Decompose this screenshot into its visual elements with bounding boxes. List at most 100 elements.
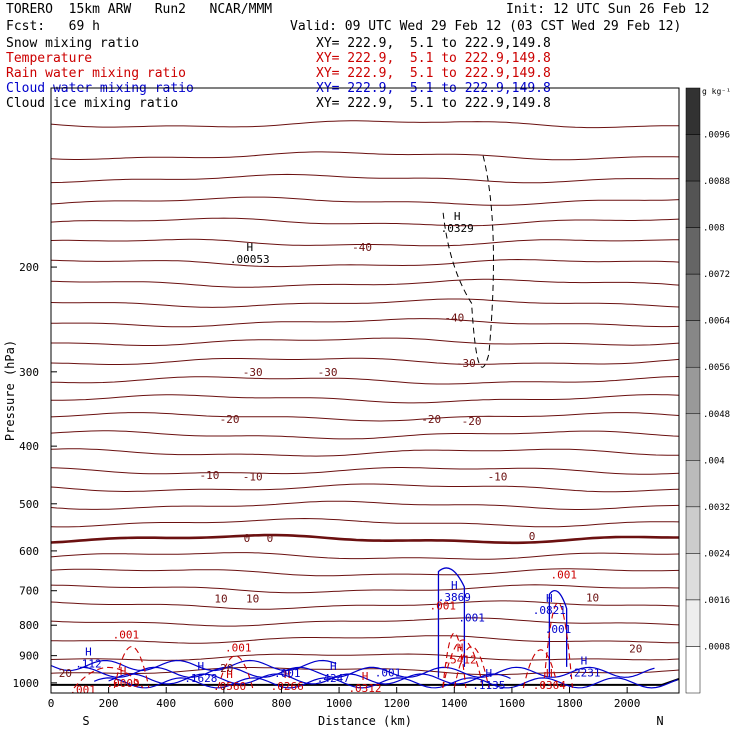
extremum-value: .2231	[567, 666, 600, 679]
colorbar-cell	[685, 553, 701, 601]
rain-water-line	[522, 649, 559, 689]
extremum-mark: H	[362, 670, 369, 683]
colorbar-cell	[685, 599, 701, 647]
extremum-mark: H	[546, 667, 553, 680]
cloud-water-line	[50, 659, 337, 672]
legend-name-4: Cloud ice mixing ratio	[6, 96, 179, 111]
temperature-label: -20	[421, 413, 441, 426]
y-tick-label: 700	[19, 585, 39, 598]
extremum-mark: H	[226, 668, 233, 681]
isotherm-line	[50, 552, 680, 560]
isotherm-line	[50, 376, 680, 385]
isotherm-line	[50, 430, 680, 440]
x-tick-label: 1600	[499, 697, 526, 710]
header-title: TORERO 15km ARW Run2 NCAR/MMM	[6, 2, 273, 17]
y-tick-label: 300	[19, 366, 39, 379]
extremum-value: .001	[225, 641, 252, 654]
colorbar-label: .0016	[703, 596, 730, 606]
y-tick-label: 200	[19, 261, 39, 274]
colorbar-label: .0008	[703, 642, 730, 652]
colorbar-cell	[685, 413, 701, 461]
extremum-value: .0560	[213, 680, 246, 693]
temperature-label: -10	[243, 471, 263, 484]
colorbar-label: .0032	[703, 503, 730, 513]
isotherm-line	[50, 357, 680, 365]
isotherm-line	[50, 258, 680, 268]
isotherm-line	[51, 318, 680, 328]
isotherm-line	[50, 635, 679, 644]
colorbar-label: .0056	[703, 363, 730, 373]
cloud-water-line	[93, 677, 678, 689]
temperature-label: 20	[59, 667, 72, 680]
extremum-value: .4247	[317, 672, 350, 685]
colorbar-label: .0064	[703, 317, 730, 327]
north-label: N	[656, 714, 663, 728]
temperature-label: 0	[529, 530, 536, 543]
colorbar-cell	[685, 506, 701, 554]
colorbar-cell	[685, 134, 701, 182]
temperature-label: 0	[244, 532, 251, 545]
extremum-value: .001	[551, 569, 578, 582]
south-label: S	[82, 714, 89, 728]
isotherm-line	[50, 584, 680, 594]
temperature-label: -40	[352, 241, 372, 254]
x-tick-label: 800	[272, 697, 292, 710]
extremum-value: .001	[274, 667, 301, 680]
isotherm-line	[50, 173, 680, 184]
temperature-label: 20	[220, 662, 233, 675]
isotherm-line	[50, 196, 680, 206]
colorbar-label: .0088	[703, 177, 730, 187]
extremum-value: .0329	[441, 222, 474, 235]
extremum-value: .0009	[106, 677, 139, 690]
isotherm-line	[50, 500, 680, 510]
colorbar-label: .008	[703, 224, 725, 234]
legend-xy-2: XY= 222.9, 5.1 to 222.9,149.8	[316, 66, 551, 81]
x-tick-label: 200	[99, 697, 119, 710]
temperature-label: -20	[220, 413, 240, 426]
legend-xy-1: XY= 222.9, 5.1 to 222.9,149.8	[316, 51, 551, 66]
y-axis-label: Pressure (hPa)	[3, 340, 17, 441]
isotherm-line	[50, 412, 680, 422]
temperature-label: -30	[318, 366, 338, 379]
y-tick-label: 500	[19, 498, 39, 511]
extremum-mark: H	[486, 667, 493, 680]
extremum-value: .00053	[230, 253, 270, 266]
colorbar-cell	[685, 87, 701, 135]
isotherm-line	[50, 298, 680, 308]
rain-water-line	[442, 639, 484, 689]
extremum-value: .0312	[348, 682, 381, 695]
isotherm-line	[50, 653, 680, 661]
legend-name-2: Rain water mixing ratio	[6, 66, 187, 81]
extremum-mark: H	[284, 668, 291, 681]
isotherm-line	[50, 533, 679, 545]
cloud-water-line	[79, 666, 655, 678]
temperature-label: 10	[246, 593, 259, 606]
extremum-value: .001	[458, 611, 485, 624]
extremum-mark: H	[197, 660, 204, 673]
header-valid: Valid: 09 UTC Wed 29 Feb 12 (03 CST Wed …	[290, 19, 682, 34]
x-tick-label: 1800	[556, 697, 583, 710]
legend-name-1: Temperature	[6, 51, 93, 66]
temperature-label: -40	[444, 311, 464, 324]
colorbar-cell	[685, 366, 701, 415]
isotherm-line	[50, 217, 680, 227]
colorbar-unit: g kg⁻¹	[702, 87, 731, 96]
header-init: Init: 12 UTC Sun 26 Feb 12	[506, 2, 710, 17]
isotherm-line	[50, 467, 680, 475]
isotherm-line	[50, 617, 680, 627]
extremum-value: .0821	[533, 604, 566, 617]
y-tick-label: 900	[19, 650, 39, 663]
cloud-water-tower	[548, 590, 568, 678]
colorbar-cell	[685, 273, 701, 321]
isotherm-line	[50, 394, 680, 404]
colorbar-cell	[685, 320, 701, 368]
legend-xy-0: XY= 222.9, 5.1 to 222.9,149.8	[316, 36, 551, 51]
rain-water-line	[442, 632, 467, 689]
contour-labels: -40 -40 -30 -30 -30 -20 -20 -20 -10 -10 -10 0 0 0 10 10…	[59, 210, 643, 696]
isotherm-line	[50, 278, 680, 288]
x-tick-label: 1400	[441, 697, 468, 710]
isotherm-line	[50, 151, 680, 161]
rain-water-line	[217, 655, 254, 689]
extremum-value: .5412	[444, 653, 477, 666]
